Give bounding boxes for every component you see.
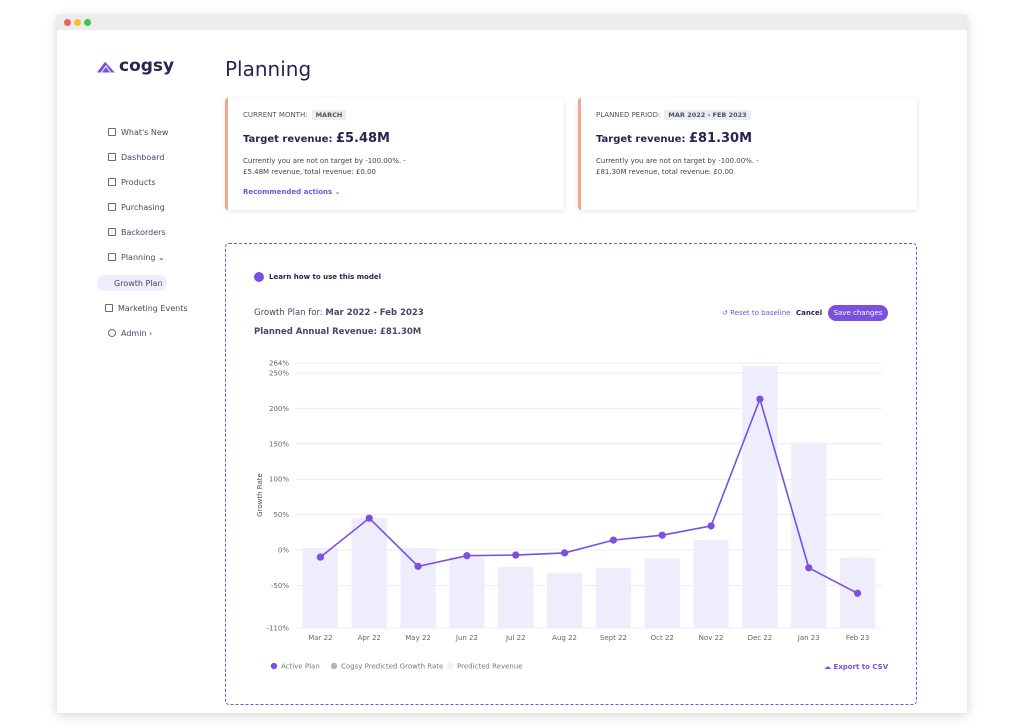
- target-label: Target revenue:: [243, 134, 333, 145]
- nav-active-bg: [97, 275, 167, 291]
- nav-label[interactable]: Products: [121, 178, 156, 187]
- logo-icon: [95, 60, 117, 74]
- nav-label[interactable]: Planning: [121, 253, 156, 262]
- card-text-line: £5.48M revenue, total revenue: £0.00: [243, 168, 376, 176]
- browser-window: cogsy What's New Dashboard Products Purc…: [57, 15, 967, 713]
- card-label-text: CURRENT MONTH:: [243, 111, 308, 119]
- card: PLANNED PERIOD: MAR 2022 - FEB 2023 Targe…: [578, 98, 917, 210]
- reset-button[interactable]: ↺ Reset to baseline: [722, 309, 791, 317]
- annual-value: £81.30M: [379, 327, 422, 337]
- target-value: £81.30M: [688, 131, 753, 146]
- card-label: CURRENT MONTH: MARCH: [243, 110, 347, 120]
- card: CURRENT MONTH: MARCH Target revenue: £5.4…: [225, 98, 564, 210]
- card-text-line: Currently you are not on target by -100.…: [243, 157, 406, 165]
- target-value: £5.48M: [335, 131, 390, 146]
- growth-panel: Learn how to use this model Growth Plan …: [225, 243, 917, 705]
- nav-label[interactable]: Marketing Events: [118, 304, 188, 313]
- annual-label: Planned Annual Revenue:: [254, 327, 378, 337]
- card-label: PLANNED PERIOD: MAR 2022 - FEB 2023: [596, 110, 751, 120]
- minimize-dot[interactable]: [74, 19, 81, 26]
- card-label-text: PLANNED PERIOD:: [596, 111, 661, 119]
- card-target: Target revenue: £81.30M: [596, 131, 752, 146]
- close-dot[interactable]: [64, 19, 71, 26]
- nav-item[interactable]: What's New: [108, 128, 168, 137]
- card-text-line: Currently you are not on target by -100.…: [596, 157, 759, 165]
- cancel-button[interactable]: Cancel: [796, 309, 823, 317]
- nav-item[interactable]: Planning ⌄: [108, 253, 165, 262]
- nav-item[interactable]: Growth Plan: [105, 279, 163, 288]
- title-bar: [57, 15, 967, 30]
- card-link[interactable]: Recommended actions ⌄: [243, 188, 341, 196]
- nav-item[interactable]: Purchasing: [108, 203, 165, 212]
- plan-heading: Growth Plan for: Mar 2022 - Feb 2023: [254, 308, 424, 318]
- maximize-dot[interactable]: [84, 19, 91, 26]
- button-label[interactable]: Export to CSV: [833, 663, 889, 671]
- card-link-text[interactable]: Recommended actions: [243, 188, 333, 196]
- nav-label[interactable]: Dashboard: [121, 153, 165, 162]
- logo[interactable]: cogsy: [119, 56, 175, 76]
- nav-item[interactable]: Admin ›: [108, 329, 152, 338]
- learn-link[interactable]: Learn how to use this model: [269, 273, 382, 281]
- nav-item[interactable]: Marketing Events: [105, 304, 188, 313]
- nav-label[interactable]: What's New: [121, 128, 169, 137]
- play-icon[interactable]: [254, 272, 264, 282]
- card-badge: MAR 2022 - FEB 2023: [664, 110, 751, 120]
- card-text: Currently you are not on target by -100.…: [243, 156, 406, 178]
- annual-heading: Planned Annual Revenue: £81.30M: [254, 327, 421, 337]
- page-title: Planning: [225, 57, 312, 81]
- card-text: Currently you are not on target by -100.…: [596, 156, 759, 178]
- button-label[interactable]: Reset to baseline: [730, 309, 791, 317]
- nav-label[interactable]: Backorders: [121, 228, 166, 237]
- nav-item[interactable]: Dashboard: [108, 153, 164, 162]
- plan-period: Mar 2022 - Feb 2023: [325, 308, 424, 318]
- card-text-line: £81.30M revenue, total revenue: £0.00: [596, 168, 734, 176]
- nav-item[interactable]: Backorders: [108, 228, 166, 237]
- card-target: Target revenue: £5.48M: [243, 131, 390, 146]
- export-button[interactable]: ☁ Export to CSV: [824, 663, 889, 671]
- nav-label[interactable]: Growth Plan: [114, 279, 163, 288]
- nav-label[interactable]: Admin: [121, 329, 147, 338]
- target-label: Target revenue:: [596, 134, 686, 145]
- nav-item[interactable]: Products: [108, 178, 156, 187]
- save-button[interactable]: Save changes: [828, 305, 888, 321]
- plan-label: Growth Plan for:: [254, 308, 323, 318]
- nav-label[interactable]: Purchasing: [121, 203, 165, 212]
- card-badge: MARCH: [311, 110, 347, 120]
